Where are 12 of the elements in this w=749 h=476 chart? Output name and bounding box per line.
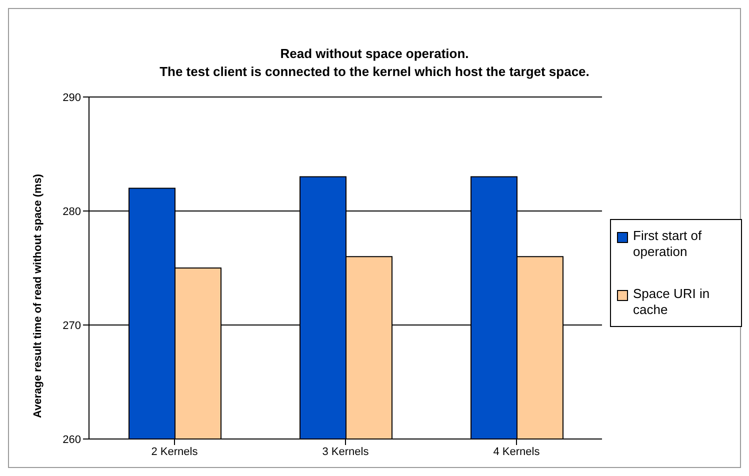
legend-label: Space URI in cache bbox=[633, 286, 711, 318]
y-tick-label: 290 bbox=[62, 92, 81, 104]
x-tick-label: 3 Kernels bbox=[322, 446, 370, 458]
y-tick-label: 270 bbox=[62, 320, 81, 332]
y-axis-title: Average result time of read without space (ms) bbox=[32, 174, 44, 418]
legend-label: First start of operation bbox=[633, 228, 703, 260]
x-tick-label: 4 Kernels bbox=[493, 446, 540, 458]
chart-title: Read without space operation. bbox=[279, 45, 470, 63]
y-tick-label: 260 bbox=[62, 434, 81, 446]
chart-subtitle: The test client is connected to the kernel which host the target space. bbox=[158, 63, 590, 81]
y-tick-label: 280 bbox=[62, 206, 81, 218]
x-tick-label: 2 Kernels bbox=[151, 446, 198, 458]
